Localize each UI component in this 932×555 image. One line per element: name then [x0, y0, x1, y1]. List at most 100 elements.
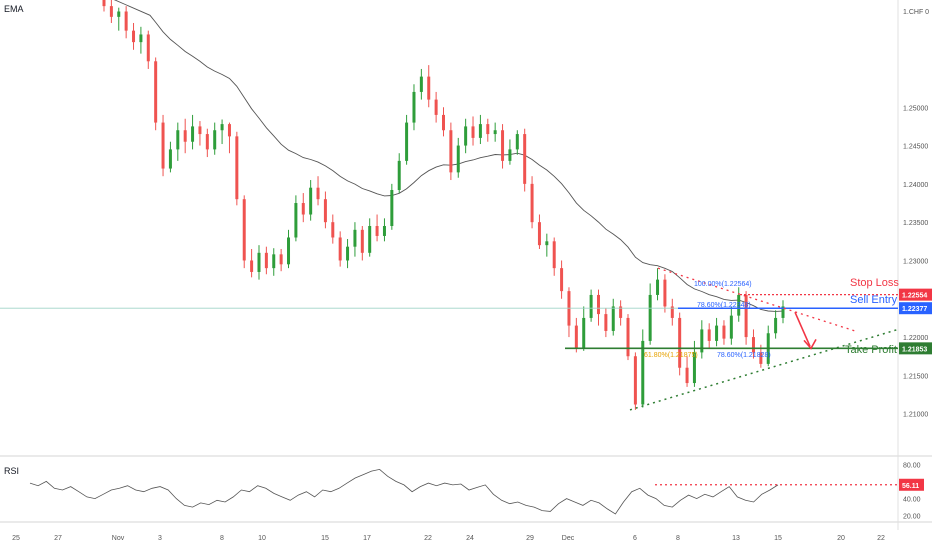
- take-profit-label: Take Profit: [845, 344, 897, 356]
- candle-body: [537, 222, 541, 246]
- candle-body: [139, 34, 143, 43]
- candle-body: [552, 241, 556, 269]
- candle-body: [235, 136, 239, 200]
- candle-body: [574, 325, 578, 349]
- stop-loss-label: Stop Loss: [850, 277, 899, 289]
- candle-body: [471, 126, 475, 138]
- candle-body: [168, 149, 172, 169]
- price-tag-label: 1.22554: [902, 293, 927, 300]
- candle-body: [301, 203, 305, 215]
- y-tick-label: 1.21500: [903, 373, 928, 380]
- x-tick-label: 15: [774, 535, 782, 542]
- candle-body: [375, 226, 379, 236]
- x-tick-label: 27: [54, 535, 62, 542]
- candle-body: [264, 252, 268, 269]
- candle-body: [368, 226, 372, 253]
- x-tick-label: 20: [837, 535, 845, 542]
- y-tick-label: 1.24000: [903, 182, 928, 189]
- y-tick-label: 1.23500: [903, 220, 928, 227]
- candle-body: [419, 76, 423, 92]
- candle-body: [132, 30, 136, 43]
- candle-body: [486, 124, 490, 135]
- x-tick-label: 17: [363, 535, 371, 542]
- candle-body: [250, 260, 254, 272]
- candle-body: [227, 124, 231, 137]
- candle-body: [656, 279, 660, 295]
- rsi-line: [29, 468, 779, 515]
- candle-body: [759, 352, 763, 364]
- annotations-layer: 100.00%(1.22564) 78.60%(1.22348) 61.80%(1.…: [629, 267, 899, 411]
- candle-body: [648, 294, 652, 341]
- y-tick-label: 1.24500: [903, 144, 928, 151]
- candle-body: [382, 226, 386, 236]
- candle-body: [434, 99, 438, 115]
- candle-body: [427, 76, 431, 100]
- candle-body: [294, 203, 298, 238]
- candle-body: [287, 237, 291, 265]
- x-tick-label: 3: [158, 535, 162, 542]
- x-tick-label: 29: [526, 535, 534, 542]
- price-tag: [899, 288, 932, 301]
- candle-body: [117, 11, 121, 17]
- candle-body: [412, 91, 416, 123]
- candle-body: [279, 254, 283, 265]
- price-tag: [899, 342, 932, 355]
- support-trendline: [629, 328, 899, 411]
- candle-body: [619, 306, 623, 318]
- ema-indicator-label[interactable]: EMA: [4, 4, 24, 14]
- panel-lines: [0, 0, 932, 530]
- price-tag: [899, 302, 932, 315]
- candle-body: [633, 356, 637, 405]
- candle-body: [582, 317, 586, 349]
- y-axis: 1.CHF 0 1.25000 1.24500 1.24000 1.23500 1.230…: [899, 9, 932, 419]
- candle-body: [272, 254, 276, 269]
- rsi-tick-label: 80.00: [903, 462, 921, 469]
- candle-body: [161, 122, 165, 169]
- candle-body: [781, 306, 785, 318]
- candle-body: [501, 130, 505, 161]
- candle-body: [626, 317, 630, 357]
- x-tick-label: 8: [676, 535, 680, 542]
- candle-body: [102, 0, 106, 7]
- rsi-level-tag-label: 56.11: [902, 483, 919, 490]
- candle-body: [729, 315, 733, 339]
- candle-body: [456, 145, 460, 173]
- candle-body: [183, 130, 187, 142]
- candle-body: [685, 367, 689, 384]
- candle-body: [493, 130, 497, 135]
- fib-label: 61.80%(1.21875): [644, 352, 698, 359]
- sell-entry-label: Sell Entry: [850, 294, 898, 306]
- x-tick-label: Nov: [112, 535, 125, 542]
- x-tick-label: 10: [258, 535, 266, 542]
- candle-body: [360, 229, 364, 253]
- candle-body: [478, 124, 482, 138]
- candle-body: [338, 237, 342, 261]
- candle-body: [737, 294, 741, 316]
- price-tag-label: 1.21853: [902, 346, 927, 353]
- candle-body: [596, 294, 600, 315]
- candle-body: [611, 306, 615, 331]
- candle-body: [397, 160, 401, 190]
- candle-body: [641, 340, 645, 405]
- candle-body: [198, 126, 202, 135]
- candle-body: [707, 329, 711, 341]
- candle-body: [323, 199, 327, 223]
- x-tick-label: 22: [877, 535, 885, 542]
- candle-body: [109, 6, 113, 17]
- y-tick-label: 1.21000: [903, 412, 928, 419]
- candle-body: [154, 61, 158, 123]
- fib-label: 100.00%(1.22564): [694, 281, 752, 288]
- fib-label: 78.60%(1.21828): [717, 352, 771, 359]
- candle-body: [205, 134, 209, 150]
- candle-body: [346, 246, 350, 261]
- candle-body: [744, 294, 748, 338]
- rsi-indicator-label[interactable]: RSI: [4, 466, 20, 476]
- candle-body: [545, 241, 549, 246]
- candle-body: [715, 325, 719, 341]
- rsi-tick-label: 20.00: [903, 514, 921, 521]
- candle-body: [751, 337, 755, 353]
- candle-body: [449, 130, 453, 173]
- candle-body: [700, 329, 704, 353]
